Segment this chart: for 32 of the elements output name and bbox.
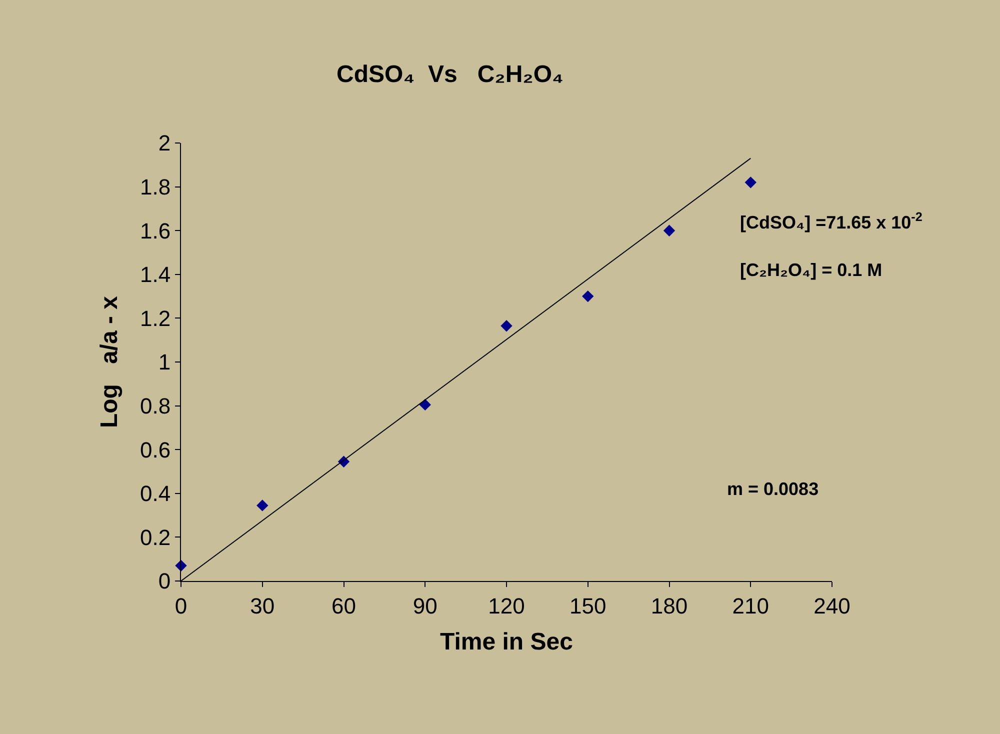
x-tick-label: 240 (814, 593, 850, 618)
y-tick-label: 1.2 (140, 306, 171, 331)
x-axis-title: Time in Sec (440, 628, 573, 656)
y-tick-label: 0.4 (140, 481, 171, 506)
point (582, 290, 594, 302)
y-tick-label: 1.4 (140, 262, 171, 288)
annotation: [CdSO₄] =71.65 x 10$^{-2}$ (740, 210, 922, 233)
y-tick-label: 1.6 (140, 218, 171, 244)
x-tick-label: 90 (412, 593, 438, 618)
point (744, 176, 756, 188)
point (256, 500, 268, 512)
y-tick-label: 0.2 (140, 524, 171, 550)
y-tick-label: 0 (158, 568, 171, 594)
x-tick-label: 150 (570, 593, 606, 618)
chart-title: CdSO₄ Vs C₂H₂O₄ (336, 60, 564, 88)
point (500, 320, 512, 332)
point (419, 398, 431, 411)
y-tick-label: 1.8 (140, 174, 171, 200)
y-tick-label: 0.6 (140, 437, 171, 462)
annotation: [C₂H₂O₄] = 0.1 M (740, 260, 882, 280)
x-tick-label: 0 (174, 593, 188, 618)
y-tick-label: 1 (158, 350, 171, 375)
annotation: m = 0.0083 (727, 479, 819, 499)
x-tick-label: 180 (650, 593, 688, 618)
point (663, 224, 676, 236)
x-tick-label: 210 (732, 593, 769, 618)
x-tick-label: 120 (488, 593, 525, 618)
y-tick-label: 0.8 (140, 394, 171, 418)
x-tick-label: 60 (332, 593, 356, 618)
x-tick-label: 30 (250, 593, 275, 618)
y-tick-label: 2 (158, 130, 171, 156)
y-axis-title: Log a/a - x (96, 295, 124, 428)
